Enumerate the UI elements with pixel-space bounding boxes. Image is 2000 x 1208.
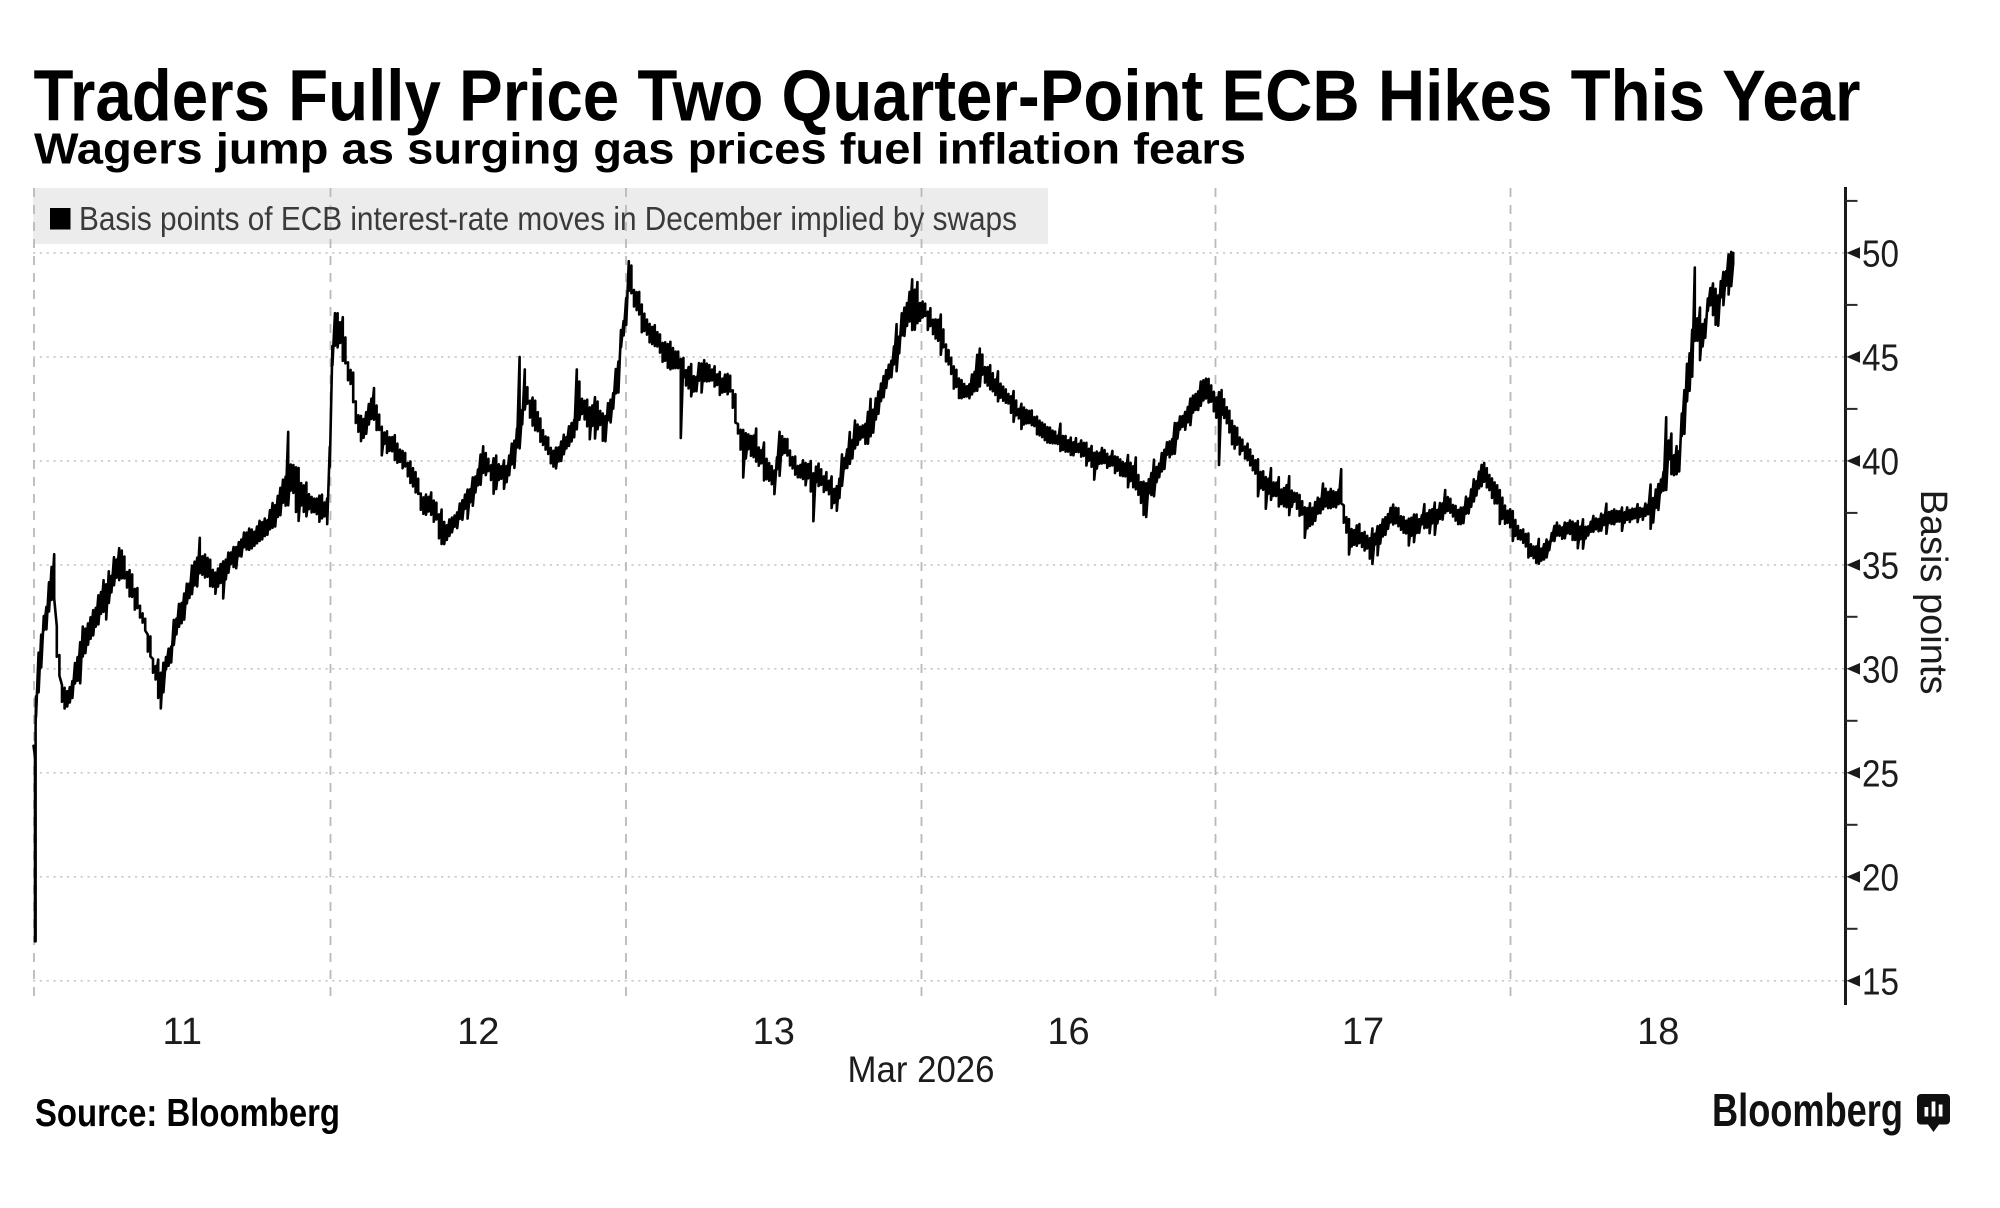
svg-text:45: 45 xyxy=(1862,338,1899,380)
svg-text:Basis points of ECB interest-r: Basis points of ECB interest-rate moves … xyxy=(79,200,1017,237)
svg-text:25: 25 xyxy=(1862,753,1899,795)
svg-text:50: 50 xyxy=(1862,234,1899,276)
svg-text:13: 13 xyxy=(753,1011,795,1053)
svg-text:Traders Fully Price Two Quarte: Traders Fully Price Two Quarter-Point EC… xyxy=(34,57,1861,137)
svg-text:11: 11 xyxy=(163,1011,202,1053)
svg-text:20: 20 xyxy=(1862,857,1899,899)
svg-text:40: 40 xyxy=(1862,442,1899,484)
svg-text:Mar 2026: Mar 2026 xyxy=(848,1049,995,1090)
svg-text:Bloomberg: Bloomberg xyxy=(1712,1084,1903,1136)
svg-text:15: 15 xyxy=(1862,961,1899,1003)
svg-text:17: 17 xyxy=(1342,1011,1384,1053)
svg-text:Basis points: Basis points xyxy=(1912,490,1954,695)
svg-text:18: 18 xyxy=(1637,1011,1679,1053)
svg-text:35: 35 xyxy=(1862,546,1899,588)
svg-text:Wagers jump as surging gas pri: Wagers jump as surging gas prices fuel i… xyxy=(34,125,1246,174)
svg-text:30: 30 xyxy=(1862,649,1899,691)
svg-text:12: 12 xyxy=(457,1011,499,1053)
svg-text:Source: Bloomberg: Source: Bloomberg xyxy=(35,1092,340,1135)
svg-text:16: 16 xyxy=(1047,1011,1089,1053)
